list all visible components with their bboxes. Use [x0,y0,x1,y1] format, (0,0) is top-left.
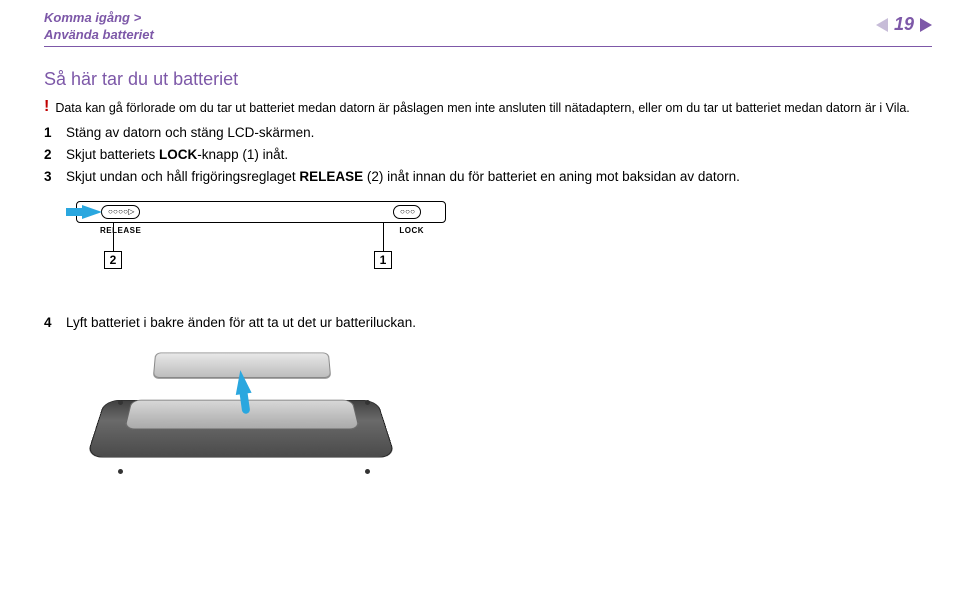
lock-label: LOCK [399,226,424,235]
page-number: 19 [894,14,914,35]
step-2: 2 Skjut batteriets LOCK-knapp (1) inåt. [44,145,932,165]
step-number: 2 [44,145,66,165]
leader-line-1 [383,223,384,251]
breadcrumb-line2: Använda batteriet [44,27,154,44]
callout-2: 2 [104,251,122,269]
release-label: RELEASE [100,226,141,235]
screw-icon [365,469,370,474]
section-title: Så här tar du ut batteriet [44,69,932,90]
warning-icon: ! [44,99,49,115]
prev-page-icon[interactable] [876,18,888,32]
figure-lock-bar: ○ ○ ○ ○ ▷ ○ ○ ○ RELEASE LOCK 2 1 [66,201,466,311]
figure-battery-lift [74,348,414,498]
step-4: 4 Lyft batteriet i bakre änden för att t… [44,315,932,330]
slide-arrow-icon [82,205,102,219]
leader-line-2 [113,223,114,251]
step-3: 3 Skjut undan och håll frigöringsreglage… [44,167,932,187]
step-number: 4 [44,315,66,330]
breadcrumb-line1: Komma igång > [44,10,154,27]
step-1: 1 Stäng av datorn och stäng LCD-skärmen. [44,123,932,143]
next-page-icon[interactable] [920,18,932,32]
step-text: Stäng av datorn och stäng LCD-skärmen. [66,123,314,143]
header-divider [44,46,932,47]
release-slot-icon: ○ ○ ○ ○ ▷ [101,205,140,219]
lock-slot-icon: ○ ○ ○ [393,205,421,219]
step-number: 3 [44,167,66,187]
step-text: Lyft batteriet i bakre änden för att ta … [66,315,416,330]
step-text: Skjut undan och håll frigöringsreglaget … [66,167,740,187]
breadcrumb: Komma igång > Använda batteriet [44,10,154,44]
step-text: Skjut batteriets LOCK-knapp (1) inåt. [66,145,288,165]
callout-1: 1 [374,251,392,269]
lock-bar-outline: ○ ○ ○ ○ ▷ ○ ○ ○ [76,201,446,223]
steps-list: 1 Stäng av datorn och stäng LCD-skärmen.… [44,123,932,188]
warning-text: Data kan gå förlorade om du tar ut batte… [55,100,909,117]
screw-icon [118,469,123,474]
lift-arrow-icon [232,369,251,395]
warning-row: ! Data kan gå förlorade om du tar ut bat… [44,100,932,117]
page-nav: 19 [876,14,932,35]
step-number: 1 [44,123,66,143]
